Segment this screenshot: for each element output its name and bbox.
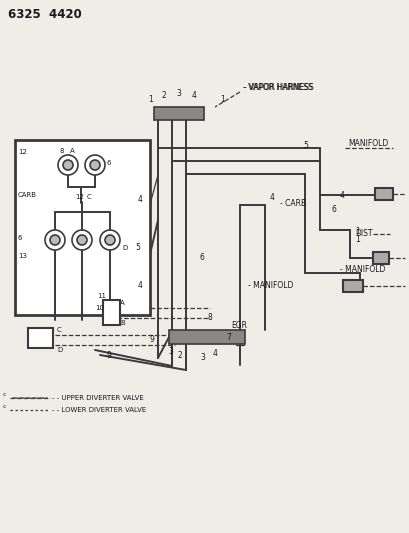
- Text: 4: 4: [138, 280, 142, 289]
- Text: - MANIFOLD: - MANIFOLD: [247, 281, 293, 290]
- Circle shape: [45, 230, 65, 250]
- Circle shape: [100, 230, 120, 250]
- Text: 9: 9: [107, 351, 112, 360]
- Bar: [103, 300, 120, 325]
- Text: 11: 11: [97, 293, 106, 299]
- Text: 9: 9: [150, 335, 155, 344]
- Text: D: D: [57, 347, 62, 353]
- Text: c: c: [3, 392, 7, 397]
- Text: C: C: [87, 194, 92, 200]
- Text: CARB: CARB: [18, 192, 37, 198]
- Text: 13: 13: [18, 253, 27, 259]
- Text: 3: 3: [175, 90, 180, 99]
- Text: - - LOWER DIVERTER VALVE: - - LOWER DIVERTER VALVE: [52, 407, 146, 413]
- Text: 4: 4: [191, 91, 196, 100]
- Text: 8: 8: [207, 313, 212, 322]
- Text: - VAPOR HARNESS: - VAPOR HARNESS: [243, 84, 313, 93]
- Text: 6: 6: [200, 254, 204, 262]
- Text: c: c: [3, 403, 7, 408]
- Text: D: D: [122, 245, 127, 251]
- Text: 10: 10: [95, 305, 104, 311]
- Text: 6325  4420: 6325 4420: [8, 7, 81, 20]
- Bar: [374, 188, 392, 200]
- Bar: [342, 280, 362, 292]
- Text: 5: 5: [135, 244, 139, 253]
- Text: A: A: [70, 148, 74, 154]
- Bar: [154, 107, 204, 120]
- Bar: [28, 328, 53, 348]
- Text: 1: 1: [354, 228, 359, 237]
- Text: 6: 6: [18, 235, 22, 241]
- Text: 6: 6: [107, 160, 111, 166]
- Text: 5: 5: [302, 141, 307, 149]
- Text: 2: 2: [178, 351, 182, 360]
- Text: 4: 4: [339, 190, 344, 199]
- Text: 1: 1: [148, 94, 153, 103]
- Text: 12: 12: [18, 149, 27, 155]
- Circle shape: [50, 235, 60, 245]
- Circle shape: [58, 155, 78, 175]
- Text: 3: 3: [168, 348, 173, 357]
- Text: A: A: [120, 300, 124, 306]
- Circle shape: [72, 230, 92, 250]
- Text: - MANIFOLD: - MANIFOLD: [339, 265, 384, 274]
- Circle shape: [105, 235, 115, 245]
- Circle shape: [90, 160, 100, 170]
- Bar: [372, 252, 388, 264]
- Text: C: C: [57, 327, 62, 333]
- Text: 1: 1: [220, 95, 224, 104]
- Bar: [169, 330, 245, 344]
- Text: 4: 4: [138, 196, 142, 205]
- Bar: [15, 140, 150, 315]
- Text: - - UPPER DIVERTER VALVE: - - UPPER DIVERTER VALVE: [52, 395, 144, 401]
- Text: B: B: [120, 320, 124, 326]
- Text: 1: 1: [354, 236, 359, 245]
- Text: 12: 12: [75, 194, 84, 200]
- Text: 8: 8: [60, 148, 64, 154]
- Text: DIST: DIST: [354, 229, 372, 238]
- Circle shape: [77, 235, 87, 245]
- Text: 4: 4: [270, 193, 274, 203]
- Text: 6: 6: [331, 206, 336, 214]
- Text: MANIFOLD: MANIFOLD: [347, 139, 387, 148]
- Text: 7: 7: [225, 334, 230, 343]
- Circle shape: [63, 160, 73, 170]
- Text: - VAPOR HARNESS: - VAPOR HARNESS: [243, 84, 312, 93]
- Circle shape: [85, 155, 105, 175]
- Text: EGR: EGR: [230, 321, 246, 330]
- Text: 3: 3: [200, 353, 204, 362]
- Text: 4: 4: [213, 350, 217, 359]
- Text: 2: 2: [162, 92, 166, 101]
- Text: - CARB: - CARB: [279, 199, 306, 208]
